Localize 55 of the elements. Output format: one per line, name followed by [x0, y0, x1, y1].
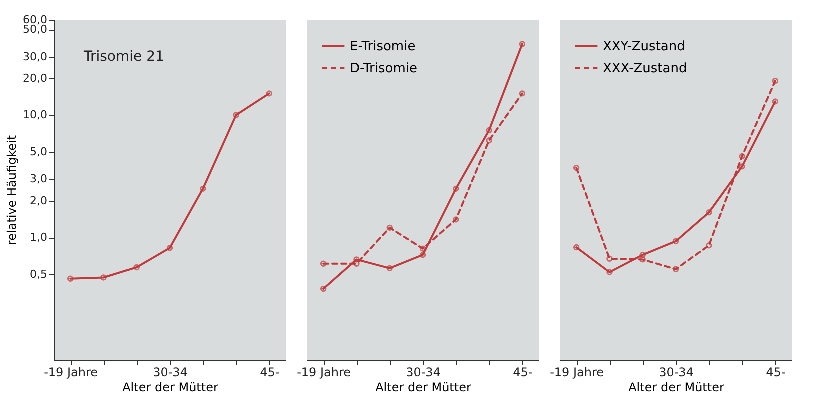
y-tick-label: 3,0 — [30, 172, 48, 186]
text: Trisomie 21 — [83, 49, 164, 65]
y-tick-label: 2,0 — [30, 194, 48, 208]
point — [739, 153, 746, 160]
point — [233, 112, 240, 118]
point — [354, 260, 360, 267]
y-tick-label: 0,5 — [30, 268, 48, 281]
point — [672, 238, 680, 245]
point — [320, 260, 327, 267]
x-tick-label: -19 Jahre — [550, 366, 604, 380]
x-tick-label: -19 Jahre — [44, 366, 98, 380]
x-axis-title: Alter der Mütter — [628, 380, 724, 394]
point — [420, 252, 426, 258]
y-tick-label: 30,0 — [23, 50, 48, 64]
x-axis-title: Alter der Mütter — [122, 380, 218, 394]
y-tick-label: 5,0 — [30, 146, 48, 159]
legend-label: XXY-Zustand — [603, 40, 686, 54]
point — [200, 186, 206, 192]
point — [706, 242, 712, 249]
point — [166, 245, 174, 252]
point — [573, 164, 580, 172]
x-tick-label: 30-34 — [659, 366, 694, 380]
x-axis-title: Alter der Mütter — [376, 380, 472, 394]
point — [672, 266, 680, 272]
point — [386, 265, 393, 272]
point — [453, 186, 460, 192]
point — [640, 256, 646, 263]
point — [420, 246, 426, 252]
x-tick-label: 45- — [766, 366, 786, 380]
x-tick-label: 30-34 — [153, 366, 188, 380]
point — [739, 164, 746, 170]
point — [772, 78, 779, 84]
y-tick-label: 10,0 — [23, 108, 48, 122]
point — [100, 274, 107, 281]
point — [486, 138, 492, 144]
x-tick-label: -19 Jahre — [297, 366, 352, 380]
legend-label: E-Trisomie — [350, 40, 416, 54]
point — [134, 264, 140, 271]
y-axis-title: relative Häufigkeit — [5, 135, 20, 246]
point — [354, 256, 360, 263]
point — [606, 269, 613, 276]
legend-label: XXX-Zustand — [603, 62, 688, 76]
point — [486, 127, 492, 134]
point — [606, 256, 613, 262]
y-tick-label: 20,0 — [23, 72, 48, 85]
x-tick-label: 30-34 — [406, 366, 441, 380]
point — [640, 252, 646, 258]
point — [519, 90, 526, 97]
legend-label: D-Trisomie — [350, 62, 418, 76]
y-tick-label: 1,0 — [30, 231, 48, 244]
point — [706, 210, 712, 216]
x-tick-label: 45- — [260, 366, 280, 380]
point — [453, 216, 460, 223]
point — [386, 224, 393, 232]
x-tick-label: 45- — [513, 366, 533, 380]
